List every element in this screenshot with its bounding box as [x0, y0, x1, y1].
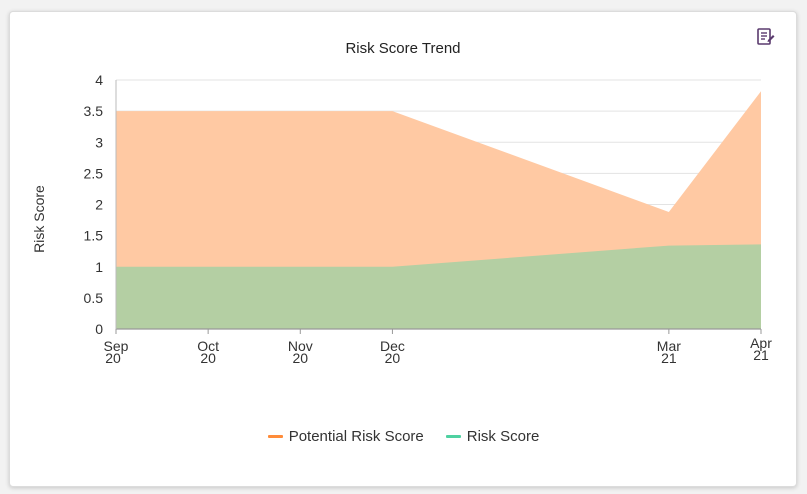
- x-tick-label-year: 20: [105, 350, 121, 366]
- x-tick-label-year: 21: [661, 350, 677, 366]
- y-tick-label: 0: [95, 321, 103, 337]
- x-tick-label-year: 20: [292, 350, 308, 366]
- legend-item-potential-risk-score[interactable]: Potential Risk Score: [267, 428, 424, 445]
- series-areas: [115, 91, 762, 329]
- series-area-risk-score: [116, 244, 761, 329]
- y-tick-label: 3: [95, 134, 103, 150]
- legend-label: Potential Risk Score: [288, 428, 424, 445]
- y-tick-label: 0.5: [84, 290, 104, 306]
- y-tick-label: 2.5: [84, 165, 104, 181]
- y-tick-label: 1.5: [84, 228, 104, 244]
- y-tick-label: 3.5: [84, 103, 104, 119]
- x-tick-label-month: Nov: [288, 338, 313, 354]
- legend-swatch: [267, 435, 283, 438]
- y-tick-label: 2: [95, 197, 103, 213]
- y-tick-label: 4: [95, 72, 103, 88]
- x-tick-label-month: Mar: [657, 338, 681, 354]
- axes: [115, 80, 761, 330]
- x-tick-label-year: 20: [200, 350, 216, 366]
- legend-swatch: [445, 435, 461, 438]
- y-axis-title: Risk Score: [31, 185, 47, 253]
- x-tick-label-month: Sep: [104, 338, 129, 354]
- legend-item-risk-score[interactable]: Risk Score: [445, 428, 540, 445]
- x-tick-label-year: 21: [753, 347, 769, 363]
- legend: Potential Risk Score Risk Score: [0, 428, 807, 445]
- x-tick-label-month: Oct: [197, 338, 219, 354]
- y-axis-ticks: 0 0.5 1 1.5 2 2.5 3 3.5 4: [84, 72, 104, 337]
- export-report-icon[interactable]: [754, 26, 776, 48]
- chart-title: Risk Score Trend: [345, 40, 460, 57]
- y-tick-label: 1: [95, 259, 103, 275]
- legend-label: Risk Score: [466, 428, 540, 445]
- x-tick-label-year: 20: [385, 350, 401, 366]
- x-tick-label-month: Apr: [750, 335, 772, 351]
- x-tick-label-month: Dec: [380, 338, 405, 354]
- report-export-icon: [757, 28, 775, 45]
